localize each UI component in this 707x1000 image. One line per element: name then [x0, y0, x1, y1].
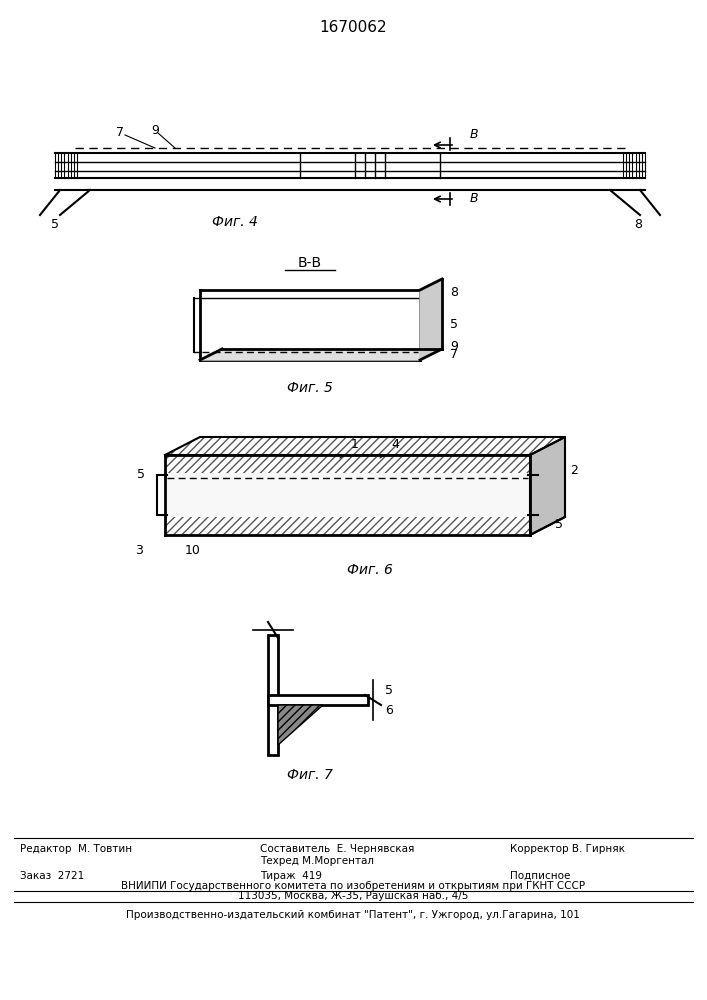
Text: ВНИИПИ Государственного комитета по изобретениям и открытиям при ГКНТ СССР: ВНИИПИ Государственного комитета по изоб… — [121, 881, 585, 891]
Text: 3: 3 — [135, 544, 143, 556]
Polygon shape — [165, 437, 565, 455]
Text: Составитель  Е. Чернявская: Составитель Е. Чернявская — [260, 844, 414, 854]
Bar — [165, 455, 530, 535]
Text: 9: 9 — [151, 123, 159, 136]
Text: 1: 1 — [351, 438, 359, 452]
Text: Фиг. 5: Фиг. 5 — [287, 381, 333, 395]
Polygon shape — [268, 695, 368, 705]
Text: Заказ  2721: Заказ 2721 — [20, 871, 84, 881]
Text: 2: 2 — [570, 464, 578, 477]
Text: 4: 4 — [391, 438, 399, 452]
Text: 5: 5 — [555, 518, 563, 532]
Text: 8: 8 — [634, 219, 642, 232]
Text: B: B — [470, 192, 479, 206]
Polygon shape — [278, 705, 323, 745]
Text: Техред М.Моргентал: Техред М.Моргентал — [260, 856, 374, 866]
Text: Фиг. 7: Фиг. 7 — [287, 768, 333, 782]
Bar — [165, 517, 530, 535]
Text: 113035, Москва, Ж-35, Раушская наб., 4/5: 113035, Москва, Ж-35, Раушская наб., 4/5 — [238, 891, 468, 901]
Text: 5: 5 — [51, 219, 59, 232]
Text: 5: 5 — [137, 468, 145, 482]
Text: 6: 6 — [385, 704, 393, 716]
Polygon shape — [420, 279, 442, 360]
Text: 1670062: 1670062 — [319, 20, 387, 35]
Polygon shape — [200, 349, 442, 360]
Text: Редактор  М. Товтин: Редактор М. Товтин — [20, 844, 132, 854]
Text: 7: 7 — [116, 126, 124, 139]
Text: 9: 9 — [450, 340, 458, 354]
Polygon shape — [268, 635, 278, 755]
Text: Корректор В. Гирняк: Корректор В. Гирняк — [510, 844, 625, 854]
Text: Фиг. 4: Фиг. 4 — [212, 215, 258, 229]
Bar — [165, 455, 530, 473]
Text: Производственно-издательский комбинат "Патент", г. Ужгород, ул.Гагарина, 101: Производственно-издательский комбинат "П… — [126, 910, 580, 920]
Text: 5: 5 — [385, 684, 393, 696]
Text: B: B — [470, 128, 479, 141]
Text: 7: 7 — [450, 348, 458, 360]
Polygon shape — [530, 437, 565, 535]
Text: 10: 10 — [185, 544, 201, 556]
Polygon shape — [165, 437, 565, 455]
Text: Подписное: Подписное — [510, 871, 571, 881]
Text: Фиг. 6: Фиг. 6 — [347, 563, 393, 577]
Text: 5: 5 — [450, 318, 458, 332]
Text: 8: 8 — [450, 286, 458, 300]
Text: В-В: В-В — [298, 256, 322, 270]
Text: Тираж  419: Тираж 419 — [260, 871, 322, 881]
